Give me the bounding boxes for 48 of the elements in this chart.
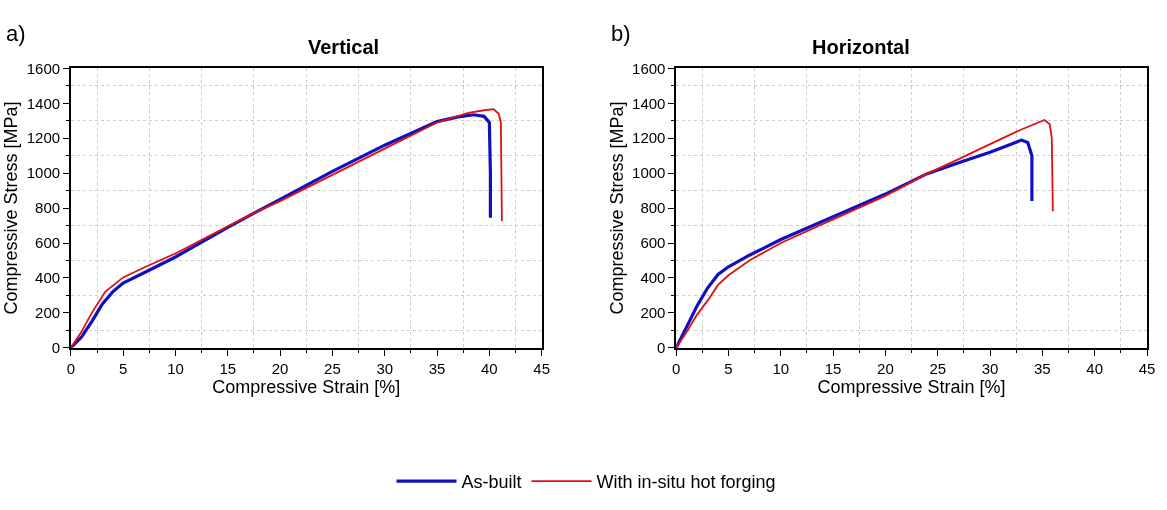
- y-axis-title: Compressive Stress [MPa]: [1, 101, 22, 315]
- x-tick-label: 35: [428, 359, 446, 377]
- x-axis-title: Compressive Strain [%]: [212, 376, 401, 397]
- x-tick-label: 30: [376, 359, 394, 377]
- y-tick-label: 1400: [632, 94, 666, 112]
- x-tick-label: 0: [672, 359, 681, 377]
- legend-label: As-built: [461, 472, 522, 493]
- y-tick-label: 0: [51, 339, 61, 357]
- y-tick-label: 800: [35, 199, 61, 217]
- x-tick-label: 15: [824, 359, 842, 377]
- y-tick-label: 400: [640, 269, 666, 287]
- legend-label: With in-situ hot forging: [596, 472, 776, 493]
- text: a): [6, 21, 26, 46]
- x-tick-label: 15: [219, 359, 237, 377]
- x-tick-label: 10: [772, 359, 790, 377]
- y-tick-label: 1200: [26, 129, 61, 147]
- chart-title: Vertical: [308, 36, 380, 58]
- x-tick-label: 0: [66, 359, 76, 377]
- x-tick-label: 25: [324, 359, 341, 377]
- x-tick-label: 10: [167, 359, 184, 377]
- y-tick-label: 600: [35, 234, 61, 252]
- y-tick-label: 1200: [632, 129, 666, 147]
- x-tick-label: 45: [533, 359, 550, 377]
- text: b): [611, 21, 631, 46]
- chart-title: Horizontal: [812, 36, 910, 58]
- y-tick-label: 1600: [632, 59, 666, 77]
- x-tick-label: 45: [1138, 359, 1156, 377]
- y-tick-label: 1000: [26, 164, 61, 182]
- x-tick-label: 20: [877, 359, 894, 377]
- y-tick-label: 600: [640, 234, 666, 252]
- y-tick-label: 400: [35, 269, 61, 287]
- y-tick-label: 200: [35, 304, 61, 322]
- y-axis-title: Compressive Stress [MPa]: [606, 101, 627, 315]
- y-tick-label: 800: [640, 199, 666, 217]
- x-tick-label: 35: [1034, 359, 1051, 377]
- x-axis-title: Compressive Strain [%]: [817, 376, 1006, 397]
- y-tick-label: 200: [640, 304, 666, 322]
- x-tick-label: 20: [271, 359, 289, 377]
- y-tick-label: 1400: [26, 94, 61, 112]
- x-tick-label: 40: [481, 359, 498, 377]
- x-tick-label: 30: [981, 359, 999, 377]
- x-tick-label: 40: [1086, 359, 1104, 377]
- x-tick-label: 5: [118, 359, 128, 377]
- x-tick-label: 5: [724, 359, 733, 377]
- y-tick-label: 1600: [26, 59, 61, 77]
- y-tick-label: 1000: [632, 164, 666, 182]
- y-tick-label: 0: [657, 339, 666, 357]
- x-tick-label: 25: [929, 359, 947, 377]
